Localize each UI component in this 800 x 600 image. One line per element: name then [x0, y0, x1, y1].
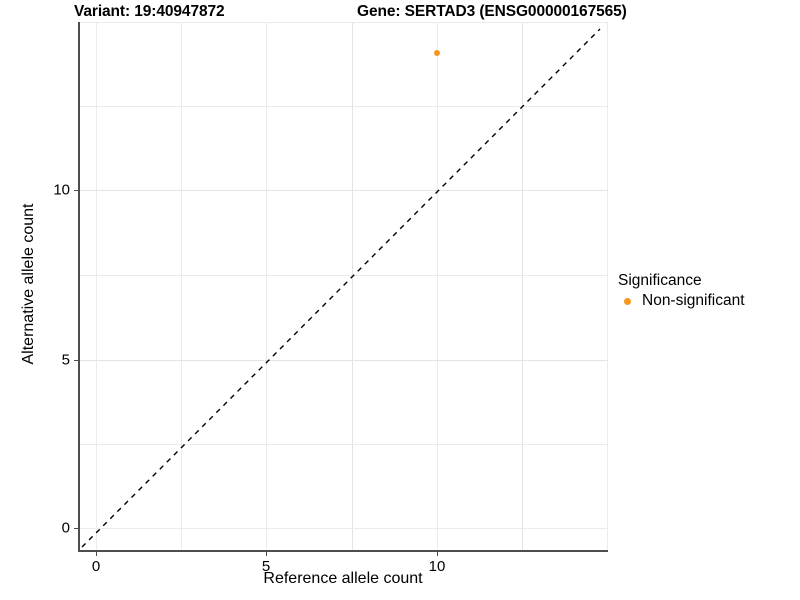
gridline-horizontal	[78, 528, 608, 529]
scatter-plot-panel	[78, 22, 608, 551]
variant-title: Variant: 19:40947872	[74, 3, 225, 20]
x-tick-mark	[266, 552, 267, 556]
gridline-horizontal-major	[78, 190, 608, 191]
x-tick-label-10: 10	[428, 558, 446, 575]
gridline-vertical	[266, 22, 267, 551]
gridline-horizontal-major	[78, 360, 608, 361]
gridline-vertical	[437, 22, 438, 551]
gridline-horizontal	[78, 275, 608, 276]
gridline-horizontal	[78, 444, 608, 445]
gridline-vertical	[607, 22, 608, 551]
legend-key	[618, 292, 636, 310]
legend-item-non-significant[interactable]: Non-significant	[618, 292, 745, 310]
legend-item-label: Non-significant	[642, 292, 745, 309]
y-tick-label-5: 5	[61, 351, 70, 369]
gridline-vertical-major	[522, 22, 523, 551]
plot-grid-area	[78, 22, 608, 551]
x-tick-label-0: 0	[91, 558, 101, 575]
y-axis-title: Alternative allele count	[20, 203, 37, 365]
y-axis-line	[78, 22, 80, 551]
legend: Significance Non-significant	[618, 272, 745, 310]
legend-title: Significance	[618, 272, 702, 289]
gridline-vertical	[96, 22, 97, 551]
data-point-non-significant[interactable]	[434, 50, 440, 56]
x-tick-label-5: 5	[261, 558, 271, 575]
gene-title: Gene: SERTAD3 (ENSG00000167565)	[357, 3, 627, 20]
y-tick-mark	[74, 360, 78, 361]
legend-dot-icon	[623, 297, 631, 305]
y-tick-label-0: 0	[61, 519, 70, 537]
gridline-horizontal	[78, 106, 608, 107]
gridline-horizontal	[78, 22, 608, 23]
y-tick-label-10: 10	[53, 181, 70, 199]
x-tick-mark	[96, 552, 97, 556]
x-axis-title: Reference allele count	[263, 570, 423, 587]
y-tick-mark	[74, 190, 78, 191]
gridline-vertical	[181, 22, 182, 551]
y-tick-mark	[74, 528, 78, 529]
x-tick-mark	[437, 552, 438, 556]
gridline-vertical-major	[352, 22, 353, 551]
y-tick-label-group: 0 5 10	[40, 0, 70, 600]
x-axis-line	[78, 550, 608, 552]
